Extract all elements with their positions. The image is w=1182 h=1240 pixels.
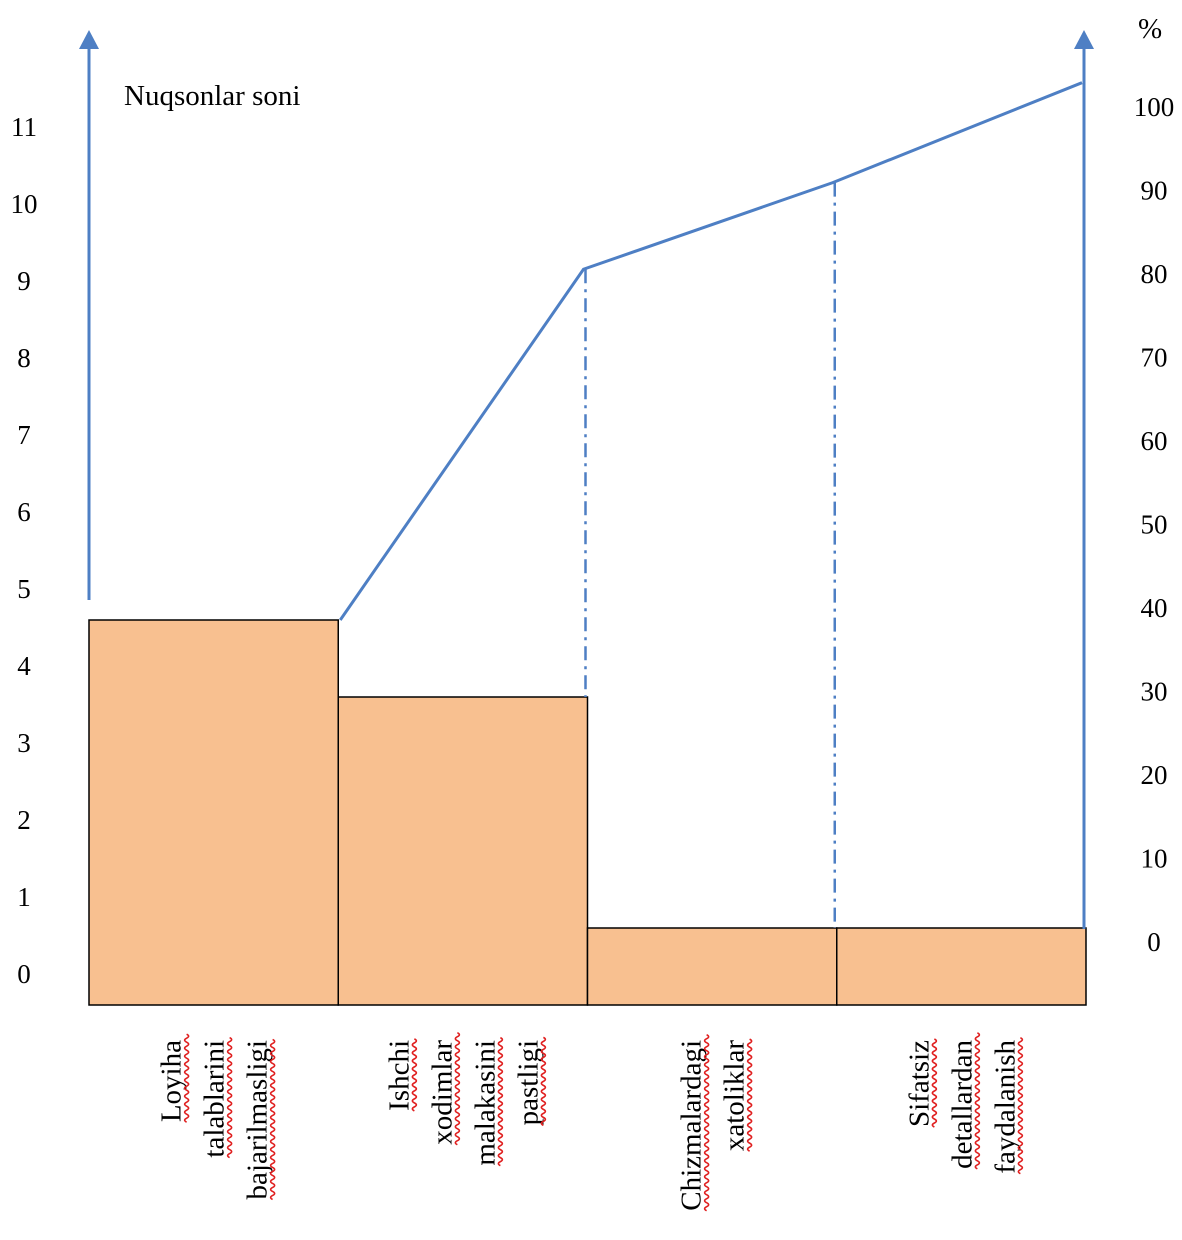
category-label-text: Ishchi xyxy=(383,1040,415,1111)
y-axis-title: Nuqsonlar soni xyxy=(124,80,300,112)
spellcheck-squiggle xyxy=(226,1036,233,1159)
y2-tick-labels: 0 10 20 30 40 50 60 70 80 90 100 xyxy=(1134,92,1175,957)
y-tick-label: 11 xyxy=(11,112,37,142)
y-tick-label: 4 xyxy=(17,651,31,681)
y2-tick-label: 90 xyxy=(1141,176,1168,206)
category-label-text: talablarini xyxy=(199,1040,231,1158)
spellcheck-squiggle xyxy=(974,1032,981,1170)
y-tick-label: 7 xyxy=(17,420,31,450)
category-label-line: pastligi xyxy=(512,1036,547,1127)
y2-tick-label: 50 xyxy=(1141,510,1168,540)
category-label-line: xatoliklar xyxy=(719,1038,753,1152)
spellcheck-squiggle xyxy=(497,1036,504,1167)
category-label-line: bajarilmasligi xyxy=(242,1038,276,1201)
y2-axis-title: % xyxy=(1138,13,1162,45)
bar-4 xyxy=(836,927,1087,1006)
category-label-line: Loyiha xyxy=(156,1033,190,1123)
category-label-text: Chizmalardagi xyxy=(676,1040,708,1211)
y-tick-label: 9 xyxy=(17,266,31,296)
category-label-line: Chizmalardagi xyxy=(676,1034,710,1212)
spellcheck-squiggle xyxy=(540,1036,547,1127)
category-label-line: detallardan xyxy=(946,1032,981,1170)
spellcheck-squiggle xyxy=(183,1033,190,1123)
right-axis-arrow-icon xyxy=(1074,30,1094,49)
y-tick-labels: 0 1 2 3 4 5 6 7 8 9 10 11 xyxy=(11,112,38,989)
category-label-text: pastligi xyxy=(512,1040,544,1125)
category-label-line: faydalanish xyxy=(989,1036,1024,1175)
y2-tick-label: 80 xyxy=(1141,259,1168,289)
y-tick-label: 10 xyxy=(11,189,38,219)
y-tick-label: 6 xyxy=(17,497,31,527)
y-tick-label: 8 xyxy=(17,343,31,373)
category-label-line: Sifatsiz xyxy=(903,1038,938,1128)
spellcheck-squiggle xyxy=(454,1031,461,1146)
y-tick-label: 0 xyxy=(17,959,31,989)
bar-3 xyxy=(586,927,838,1006)
category-label-text: xodimlar xyxy=(426,1040,458,1145)
cumulative-line-layer xyxy=(339,81,1083,928)
y2-tick-label: 0 xyxy=(1147,927,1161,957)
category-labels: Loyiha talablarini bajarilmasligi Ishchi xod… xyxy=(156,1031,1024,1212)
y2-tick-label: 100 xyxy=(1134,92,1175,122)
y2-tick-label: 20 xyxy=(1141,760,1168,790)
category-label-text: Sifatsiz xyxy=(903,1040,935,1127)
spellcheck-squiggle xyxy=(411,1038,418,1112)
y-tick-label: 1 xyxy=(17,882,31,912)
spellcheck-squiggle xyxy=(703,1034,710,1212)
spellcheck-squiggle xyxy=(746,1038,753,1152)
bar-1 xyxy=(88,619,339,1006)
y2-tick-label: 70 xyxy=(1141,343,1168,373)
category-label-line: talablarini xyxy=(199,1036,233,1159)
left-axis-arrow-icon xyxy=(79,30,99,49)
category-label-text: detallardan xyxy=(946,1040,978,1169)
spellcheck-squiggle xyxy=(1017,1036,1024,1175)
bar-2 xyxy=(337,696,589,1006)
category-label-text: faydalanish xyxy=(989,1040,1021,1174)
y2-tick-label: 40 xyxy=(1141,593,1168,623)
bars-layer xyxy=(88,619,1087,1006)
category-label-line: Ishchi xyxy=(383,1038,418,1112)
category-label-text: Loyiha xyxy=(156,1040,188,1122)
y2-tick-label: 10 xyxy=(1141,844,1168,874)
y2-tick-label: 60 xyxy=(1141,426,1168,456)
category-label-text: bajarilmasligi xyxy=(242,1040,274,1199)
axes-layer xyxy=(79,30,1094,929)
y-tick-label: 3 xyxy=(17,728,31,758)
category-label-line: xodimlar xyxy=(426,1031,461,1146)
spellcheck-squiggle xyxy=(931,1038,938,1128)
y-tick-label: 2 xyxy=(17,805,31,835)
y2-tick-label: 30 xyxy=(1141,677,1168,707)
y-tick-label: 5 xyxy=(17,574,31,604)
category-label-text: xatoliklar xyxy=(719,1040,751,1151)
cumulative-percent-line xyxy=(339,81,1083,621)
spellcheck-squiggle xyxy=(269,1038,276,1201)
category-label-text: malakasini xyxy=(469,1040,501,1166)
category-label-line: malakasini xyxy=(469,1036,504,1167)
